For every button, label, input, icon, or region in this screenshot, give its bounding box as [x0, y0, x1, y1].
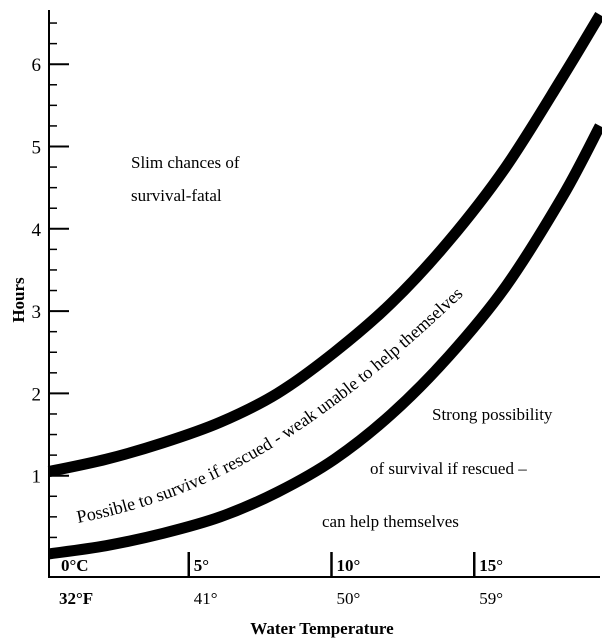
x-ticks: 0°C 32°F 5° 41° 10° 50° 15° 59° — [59, 552, 503, 608]
y-tick-label: 6 — [32, 55, 42, 76]
survival-curves — [47, 11, 602, 560]
annotation-bottom-line-3: can help themselves — [322, 512, 459, 531]
x-tick-label-celsius: 10° — [336, 556, 360, 575]
y-tick-label: 5 — [32, 138, 42, 159]
annotation-bottom-line-1: Strong possibility — [432, 405, 553, 424]
y-ticks — [49, 22, 69, 539]
x-tick-label-celsius: 5° — [194, 556, 209, 575]
y-tick-label: 1 — [32, 467, 42, 488]
y-axis-label: Hours — [9, 277, 28, 323]
x-tick-label-fahrenheit: 32°F — [59, 589, 93, 608]
y-tick-labels: 1 2 3 4 5 6 — [32, 55, 42, 488]
x-tick-label-celsius: 15° — [479, 556, 503, 575]
x-tick-label-celsius: 0°C — [61, 556, 89, 575]
annotation-bottom-line-2: of survival if rescued – — [370, 459, 527, 478]
x-axis-label: Water Temperature — [250, 619, 394, 638]
y-tick-label: 4 — [32, 220, 42, 241]
x-tick-label-fahrenheit: 59° — [479, 589, 503, 608]
x-tick-label-fahrenheit: 41° — [194, 589, 218, 608]
annotation-top-line-2: survival-fatal — [131, 186, 222, 205]
lower-curve — [48, 123, 602, 560]
y-tick-label: 2 — [32, 384, 42, 405]
annotation-top-line-1: Slim chances of — [131, 153, 240, 172]
x-tick-label-fahrenheit: 50° — [336, 589, 360, 608]
upper-curve — [47, 11, 602, 477]
y-tick-label: 3 — [32, 302, 42, 323]
